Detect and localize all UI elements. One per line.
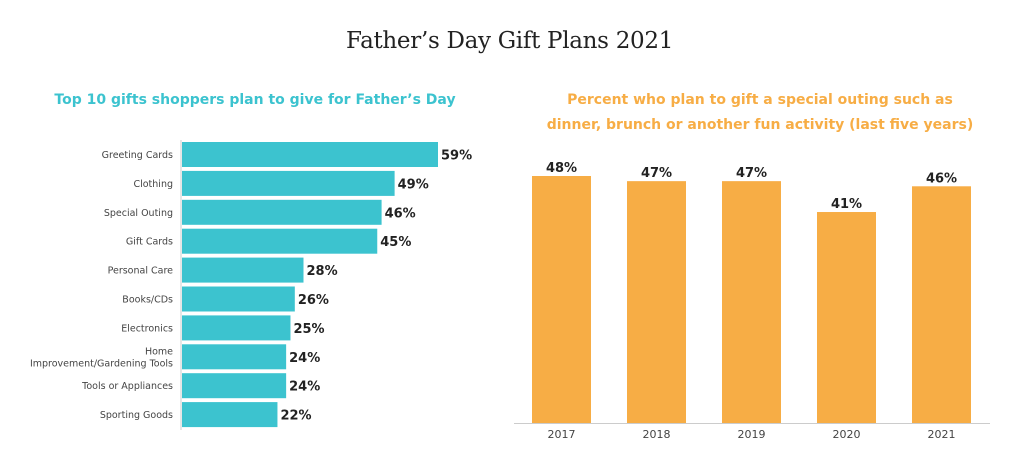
data-label: 45%: [380, 235, 411, 250]
bar: [722, 181, 781, 423]
bar: [912, 186, 971, 423]
data-label: 46%: [385, 206, 416, 221]
category-label: Gift Cards: [126, 237, 173, 248]
data-label: 47%: [641, 166, 672, 181]
x-tick-label: 2020: [833, 428, 861, 441]
category-label: Improvement/Gardening Tools: [30, 358, 173, 369]
category-label: Tools or Appliances: [81, 381, 173, 392]
x-tick-label: 2019: [738, 428, 766, 441]
bar: [182, 402, 278, 428]
category-label: Home: [145, 346, 173, 357]
data-label: 24%: [289, 351, 320, 366]
category-label: Greeting Cards: [102, 150, 173, 161]
data-label: 24%: [289, 380, 320, 395]
data-label: 46%: [926, 171, 957, 186]
left-chart-title: Top 10 gifts shoppers plan to give for F…: [54, 92, 456, 108]
bar: [182, 373, 287, 399]
data-label: 41%: [831, 197, 862, 212]
right-chart-title-line-2: dinner, brunch or another fun activity (…: [546, 117, 974, 133]
data-label: 22%: [280, 409, 311, 424]
category-label: Sporting Goods: [100, 410, 173, 421]
data-label: 49%: [398, 177, 429, 192]
page-title: Father’s Day Gift Plans 2021: [345, 28, 674, 54]
bar: [182, 315, 291, 341]
bar: [532, 176, 591, 423]
x-tick-label: 2018: [643, 428, 671, 441]
data-label: 48%: [546, 161, 577, 176]
data-label: 47%: [736, 166, 767, 181]
data-label: 28%: [306, 264, 337, 279]
right-chart-title: Percent who plan to gift a special outin…: [515, 88, 1005, 138]
category-label: Books/CDs: [122, 295, 173, 306]
category-label: Personal Care: [108, 266, 174, 277]
bar: [182, 344, 287, 370]
right-chart-title-line-1: Percent who plan to gift a special outin…: [567, 92, 953, 108]
bar: [627, 181, 686, 423]
x-tick-label: 2017: [548, 428, 576, 441]
bar: [182, 170, 395, 196]
bar: [182, 286, 295, 312]
bar: [182, 142, 438, 167]
x-tick-label: 2021: [928, 428, 956, 441]
bar: [817, 212, 876, 423]
bar: [182, 199, 382, 225]
bar: [182, 257, 304, 283]
data-label: 25%: [293, 322, 324, 337]
data-label: 59%: [441, 149, 472, 164]
category-label: Electronics: [121, 323, 173, 334]
bar: [182, 228, 378, 254]
category-label: Clothing: [133, 179, 173, 190]
data-label: 26%: [298, 293, 329, 308]
category-label: Special Outing: [104, 208, 173, 219]
